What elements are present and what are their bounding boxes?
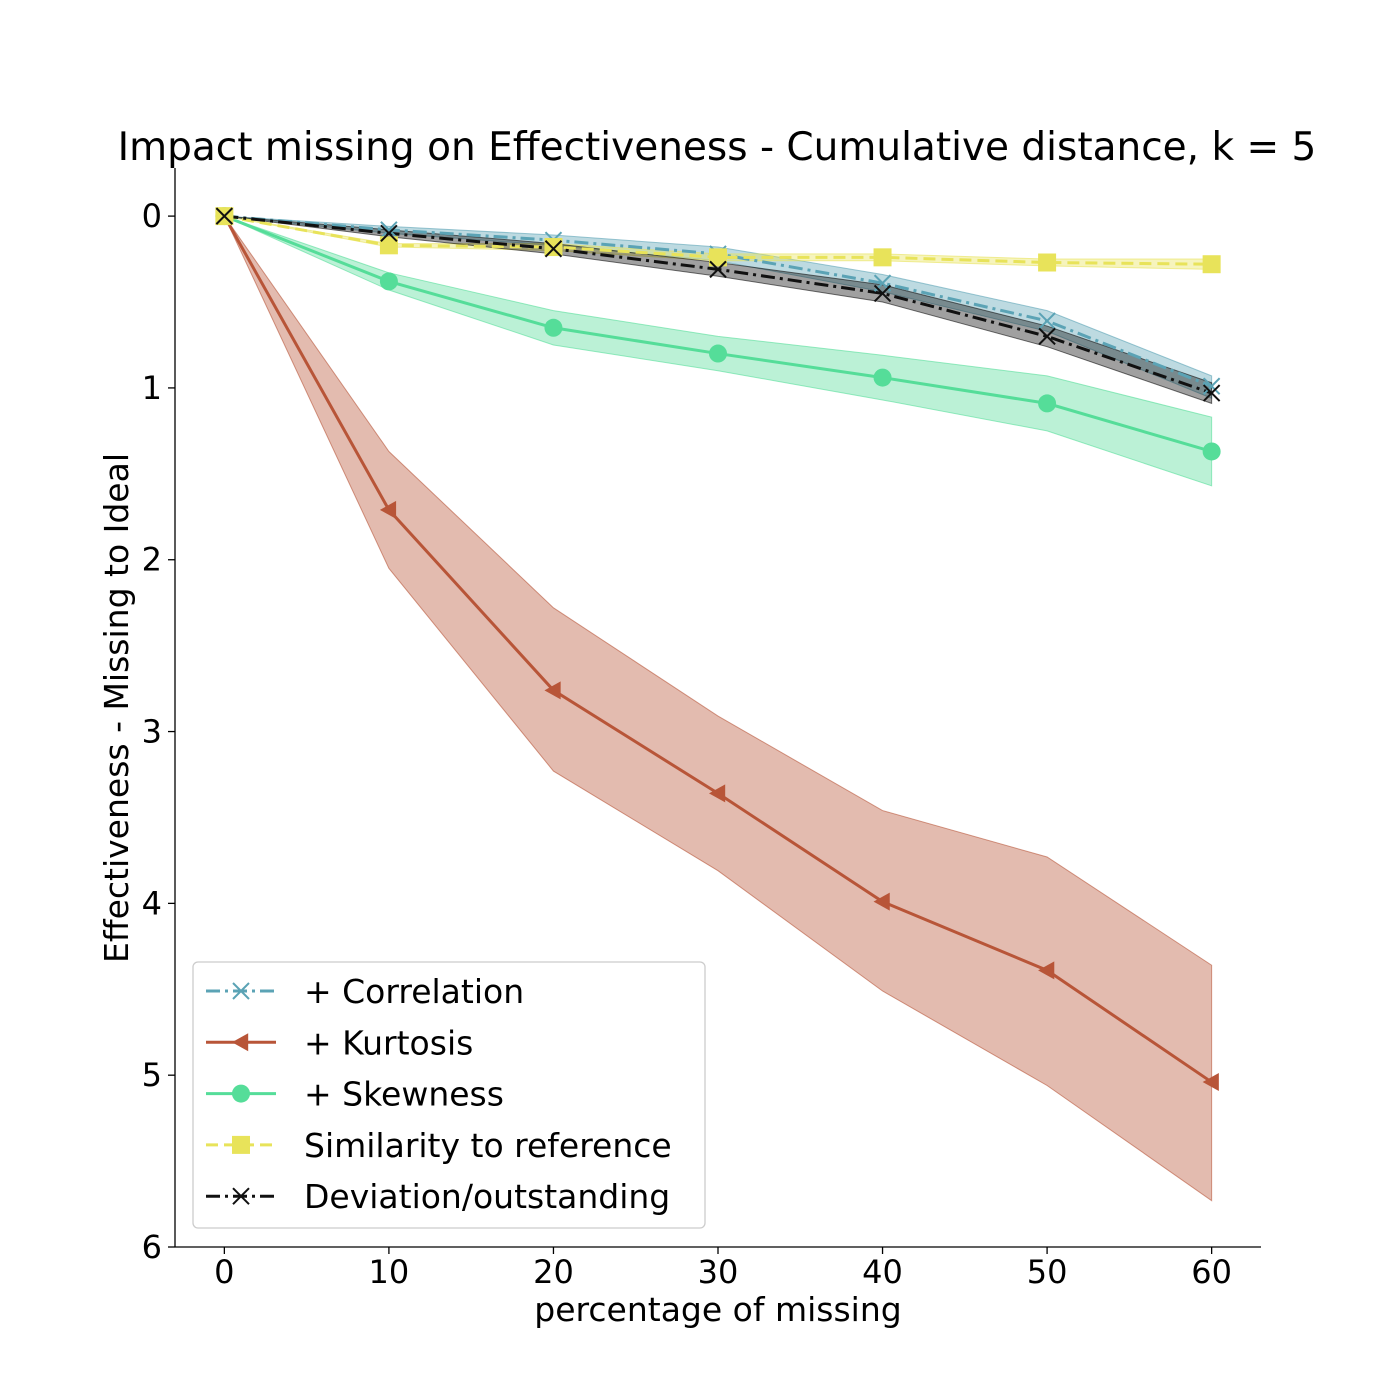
x-axis-label: percentage of missing	[534, 1290, 901, 1329]
legend-label-correlation: + Correlation	[304, 972, 524, 1011]
point-kurtosis	[709, 784, 726, 803]
y-tick-label: 4	[142, 884, 162, 922]
series-markers	[215, 207, 1221, 1092]
y-tick-label: 6	[142, 1228, 162, 1266]
point-kurtosis	[1202, 1073, 1219, 1092]
point-kurtosis	[544, 681, 561, 700]
point-correlation	[1202, 377, 1221, 395]
legend-marker-deviation-outstanding	[232, 1187, 250, 1205]
point-correlation	[1038, 312, 1056, 330]
x-tick-label: 40	[862, 1253, 903, 1291]
point-skewness	[1038, 394, 1057, 413]
point-kurtosis	[1038, 961, 1055, 980]
x-tick-label: 10	[369, 1253, 410, 1291]
point-skewness	[709, 344, 727, 363]
x-tick-label: 20	[533, 1253, 574, 1291]
point-skewness	[379, 272, 398, 291]
legend-marker-kurtosis	[232, 1033, 249, 1052]
point-skewness	[544, 318, 563, 337]
x-tick-label: 60	[1191, 1253, 1232, 1291]
legend-label-skewness: + Skewness	[304, 1075, 504, 1114]
x-axis-ticks: 0 10 20 30 40 50 60	[214, 1247, 1232, 1291]
y-tick-label: 5	[142, 1056, 162, 1094]
point-similarity-to-reference	[709, 248, 727, 267]
point-deviation-outstanding	[380, 224, 398, 242]
y-tick-label: 3	[142, 713, 162, 751]
point-deviation-outstanding	[709, 260, 727, 279]
point-correlation	[380, 221, 398, 239]
legend-marker-correlation	[232, 982, 250, 1000]
x-tick-label: 0	[214, 1253, 234, 1291]
point-kurtosis	[379, 500, 397, 519]
legend-frame	[192, 961, 706, 1229]
point-similarity-to-reference	[544, 238, 563, 257]
y-tick-label: 1	[142, 369, 162, 407]
y-axis-label: Effectiveness - Missing to Ideal	[97, 453, 136, 963]
point-similarity-to-reference	[1202, 255, 1221, 274]
legend-label-kurtosis: + Kurtosis	[304, 1023, 473, 1062]
legend-label-deviation-outstanding: Deviation/outstanding	[304, 1177, 670, 1216]
point-deviation-outstanding	[1038, 327, 1056, 346]
point-deviation-outstanding	[873, 284, 892, 303]
point-deviation-outstanding	[544, 240, 563, 258]
x-tick-label: 50	[1027, 1253, 1068, 1291]
chart-title: Impact missing on Effectiveness - Cumula…	[118, 125, 1317, 170]
point-skewness	[1202, 442, 1221, 461]
y-tick-label: 2	[142, 541, 162, 579]
point-deviation-outstanding	[1202, 384, 1221, 402]
y-tick-label: 0	[142, 197, 162, 235]
legend-label-similarity-to-reference: Similarity to reference	[304, 1126, 672, 1165]
point-skewness	[873, 368, 892, 387]
legend-marker-skewness	[232, 1084, 250, 1103]
point-similarity-to-reference	[873, 248, 892, 267]
y-axis-ticks: 0 1 2 3 4 5 6	[142, 197, 175, 1266]
legend-marker-similarity-to-reference	[232, 1135, 250, 1154]
point-similarity-to-reference	[1038, 253, 1057, 272]
point-similarity-to-reference	[379, 236, 398, 255]
point-kurtosis	[873, 892, 890, 911]
x-tick-label: 30	[698, 1253, 739, 1291]
point-deviation-outstanding	[215, 207, 234, 225]
legend: + Correlation + Kurtosis + Skewness Similar…	[192, 961, 706, 1229]
